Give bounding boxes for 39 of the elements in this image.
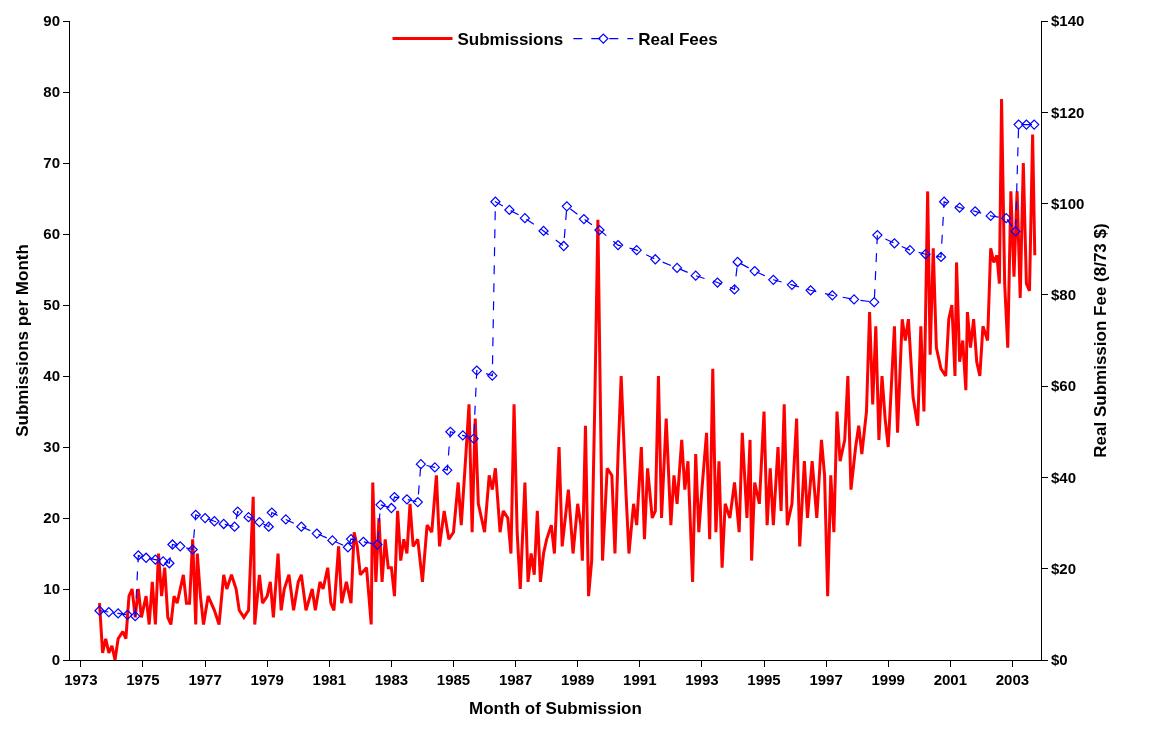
y2-tick-label: $100 <box>1051 194 1085 212</box>
y-tick-label: 90 <box>43 12 60 30</box>
x-tick-label: 1983 <box>374 671 409 688</box>
x-tick-label: 1975 <box>126 671 160 688</box>
x-tick-label: 1997 <box>809 671 843 688</box>
y2-axis-title: Real Submission Fee (8/73 $) <box>1090 223 1110 458</box>
y-tick-label: 70 <box>43 154 60 172</box>
x-tick-label: 2003 <box>995 671 1030 688</box>
y2-tick-label: $0 <box>1051 651 1068 669</box>
x-tick-label: 1993 <box>685 671 719 688</box>
y-tick-label: 50 <box>43 296 60 314</box>
y2-tick-label: $140 <box>1051 12 1085 30</box>
x-tick-label: 1989 <box>561 671 595 688</box>
y-axis-title: Submissions per Month <box>12 244 32 437</box>
x-tick-label: 1973 <box>64 671 98 688</box>
y-tick-label: 20 <box>43 509 60 527</box>
x-tick-label: 1991 <box>623 671 657 688</box>
y2-tick-label: $40 <box>1051 468 1077 486</box>
x-tick-label: 1979 <box>250 671 284 688</box>
y-tick-label: 80 <box>43 83 60 101</box>
x-tick-label: 1977 <box>188 671 222 688</box>
x-axis-title: Month of Submission <box>469 699 642 719</box>
x-tick-label: 1995 <box>747 671 781 688</box>
y-tick-label: 0 <box>51 651 60 669</box>
x-tick-label: 1981 <box>312 671 346 688</box>
y2-tick-label: $60 <box>1051 377 1077 395</box>
y-tick-label: 40 <box>43 367 60 385</box>
y2-tick-label: $120 <box>1051 103 1085 121</box>
legend-label: Real Fees <box>638 30 718 50</box>
y2-tick-label: $80 <box>1051 286 1077 304</box>
x-tick-label: 1987 <box>498 671 533 688</box>
x-tick-label: 1985 <box>436 671 471 688</box>
y2-tick-label: $20 <box>1051 559 1077 577</box>
y-tick-label: 10 <box>43 580 60 598</box>
y-tick-label: 30 <box>43 438 60 456</box>
x-tick-label: 1999 <box>871 671 905 688</box>
legend-label: Submissions <box>457 30 564 50</box>
y-tick-label: 60 <box>43 225 60 243</box>
x-tick-label: 2001 <box>933 671 968 688</box>
